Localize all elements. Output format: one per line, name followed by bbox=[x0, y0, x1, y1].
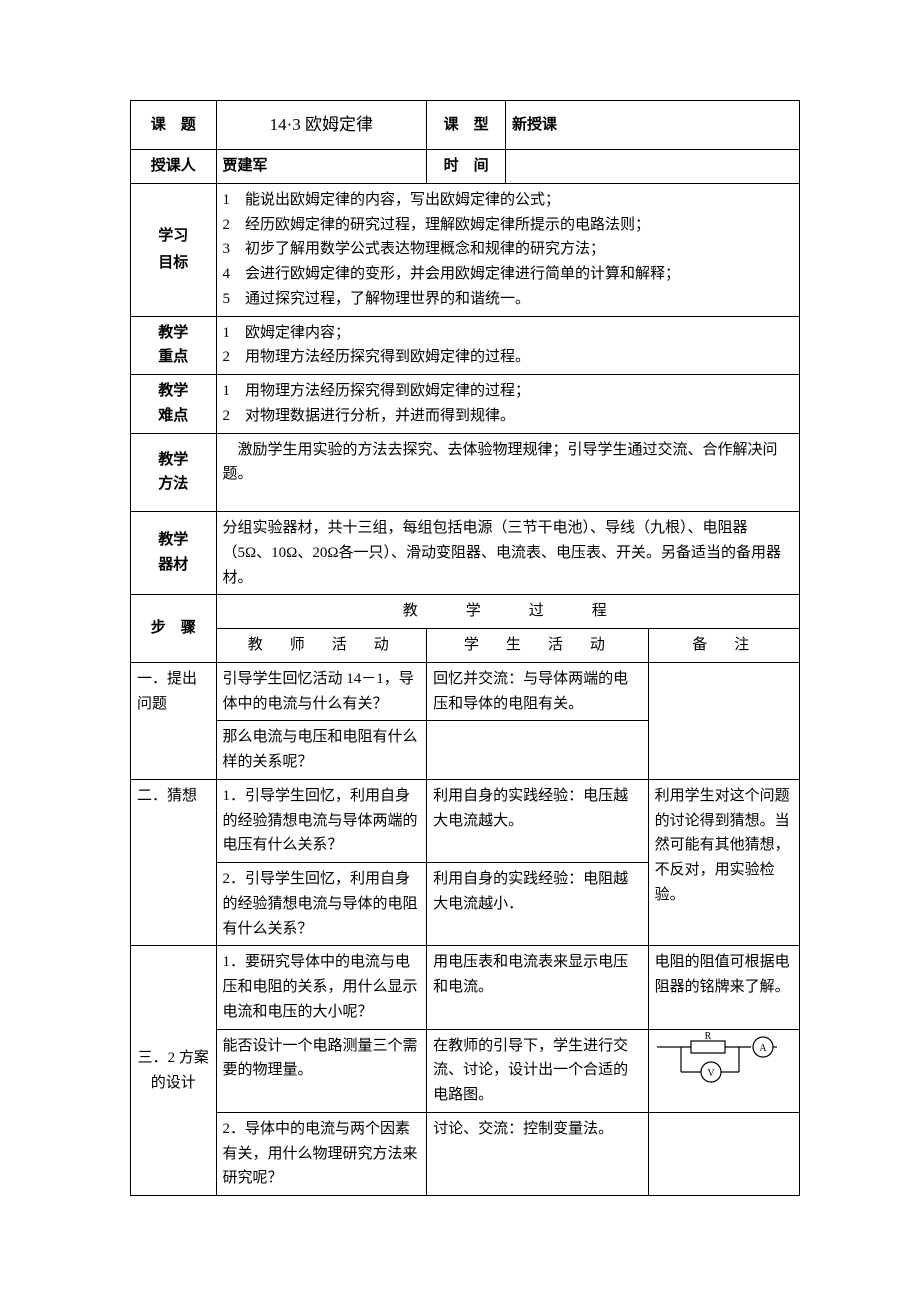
value-methods: 激励学生用实验的方法去探究、去体验物理规律；引导学生通过交流、合作解决问题。 bbox=[216, 433, 799, 512]
step1-teacher-b: 那么电流与电压和电阻有什么样的关系呢？ bbox=[216, 721, 427, 780]
step3-teacher-c: 2．导体中的电流与两个因素有关，用什么物理研究方法来研究呢？ bbox=[216, 1112, 427, 1195]
step2-teacher-b: 2．引导学生回忆，利用自身的经验猜想电流与导体的电阻有什么关系？ bbox=[216, 863, 427, 946]
step1-teacher-a: 引导学生回忆活动 14－1，导体中的电流与什么有关？ bbox=[216, 662, 427, 721]
value-keypoints: 1 欧姆定律内容； 2 用物理方法经历探究得到欧姆定律的过程。 bbox=[216, 316, 799, 375]
label-methods: 教学方法 bbox=[131, 433, 217, 512]
label-teacher: 授课人 bbox=[131, 150, 217, 184]
value-equipment: 分组实验器材，共十三组，每组包括电源（三节干电池）、导线（九根）、电阻器（5Ω、… bbox=[216, 512, 799, 595]
label-process: 教 学 过 程 bbox=[216, 595, 799, 629]
step3-student-b: 在教师的引导下，学生进行交流、讨论，设计出一个合适的电路图。 bbox=[427, 1029, 649, 1112]
step3-note-c bbox=[648, 1112, 799, 1195]
step-2-label: 二．猜想 bbox=[131, 779, 217, 946]
step-1-label: 一．提出问题 bbox=[131, 662, 217, 779]
svg-text:A: A bbox=[759, 1043, 767, 1054]
label-notes: 备 注 bbox=[648, 629, 799, 663]
step2-note: 利用学生对这个问题的讨论得到猜想。当然可能有其他猜想，不反对，用实验检验。 bbox=[648, 779, 799, 946]
step3-student-a: 用电压表和电流表来显示电压和电流。 bbox=[427, 946, 649, 1029]
label-equipment: 教学器材 bbox=[131, 512, 217, 595]
label-difficulties: 教学难点 bbox=[131, 375, 217, 434]
step1-student-b bbox=[427, 721, 649, 780]
svg-text:R: R bbox=[704, 1032, 711, 1042]
svg-text:V: V bbox=[707, 1068, 715, 1079]
step2-student-b: 利用自身的实践经验：电阻越大电流越小． bbox=[427, 863, 649, 946]
lesson-plan-page: 课 题 14·3 欧姆定律 课 型 新授课 授课人 贾建军 时 间 学习目标 1… bbox=[0, 0, 920, 1302]
circuit-diagram-icon: R A V bbox=[651, 1032, 781, 1092]
step2-student-a: 利用自身的实践经验：电压越大电流越大。 bbox=[427, 779, 649, 862]
step1-note bbox=[648, 662, 799, 779]
value-topic: 14·3 欧姆定律 bbox=[216, 101, 427, 150]
step-3-label: 三．2 方案的设计 bbox=[131, 946, 217, 1196]
label-student-act: 学 生 活 动 bbox=[427, 629, 649, 663]
step3-note-a: 电阻的阻值可根据电阻器的铭牌来了解。 bbox=[648, 946, 799, 1029]
label-objectives: 学习目标 bbox=[131, 183, 217, 316]
value-teacher: 贾建军 bbox=[216, 150, 427, 184]
label-teacher-act: 教 师 活 动 bbox=[216, 629, 427, 663]
value-difficulties: 1 用物理方法经历探究得到欧姆定律的过程； 2 对物理数据进行分析，并进而得到规… bbox=[216, 375, 799, 434]
step3-student-c: 讨论、交流：控制变量法。 bbox=[427, 1112, 649, 1195]
step3-teacher-b: 能否设计一个电路测量三个需要的物理量。 bbox=[216, 1029, 427, 1112]
label-time: 时 间 bbox=[427, 150, 506, 184]
label-keypoints: 教学重点 bbox=[131, 316, 217, 375]
step1-student-a: 回忆并交流：与导体两端的电压和导体的电阻有关。 bbox=[427, 662, 649, 721]
label-topic: 课 题 bbox=[131, 101, 217, 150]
value-objectives: 1 能说出欧姆定律的内容，写出欧姆定律的公式； 2 经历欧姆定律的研究过程，理解… bbox=[216, 183, 799, 316]
label-steps: 步 骤 bbox=[131, 595, 217, 663]
value-type: 新授课 bbox=[506, 101, 800, 150]
step3-circuit-cell: R A V bbox=[648, 1029, 799, 1112]
label-type: 课 型 bbox=[427, 101, 506, 150]
step2-teacher-a: 1．引导学生回忆，利用自身的经验猜想电流与导体两端的电压有什么关系？ bbox=[216, 779, 427, 862]
value-time bbox=[506, 150, 800, 184]
step3-teacher-a: 1．要研究导体中的电流与电压和电阻的关系，用什么显示电流和电压的大小呢？ bbox=[216, 946, 427, 1029]
lesson-plan-table: 课 题 14·3 欧姆定律 课 型 新授课 授课人 贾建军 时 间 学习目标 1… bbox=[130, 100, 800, 1196]
